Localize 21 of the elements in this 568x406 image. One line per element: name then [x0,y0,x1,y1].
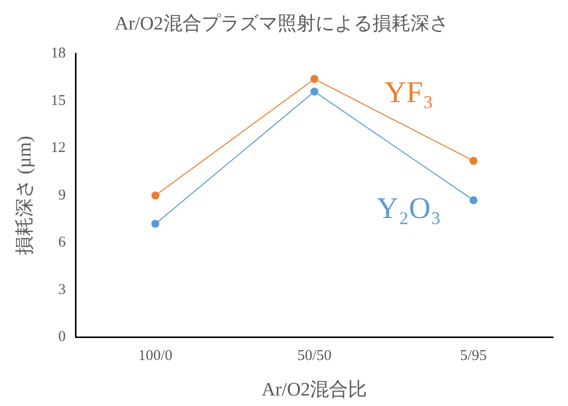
y-tick-label: 3 [58,282,66,298]
point [310,88,318,96]
y-axis-title: 損耗深さ (µm) [14,136,36,256]
point [469,196,478,204]
x-tick-label: 50/50 [297,348,332,364]
y-tick-label: 0 [58,329,66,346]
point [310,74,318,83]
y-tick-label: 18 [50,46,66,62]
x-axis-title: Ar/O2混合比 [262,380,368,401]
y-tick-label: 9 [58,187,66,204]
x-tick-label: 5/95 [460,348,487,364]
chart-title: Ar/O2混合プラズマ照射による損耗深さ [114,13,448,34]
point [151,220,160,228]
series-label: YF₃ [384,76,434,109]
y-tick-label: 6 [58,234,66,251]
point [469,156,478,165]
series-label: Y₂O₃ [376,192,442,226]
point [151,192,160,200]
y-tick-label: 12 [50,140,66,156]
x-tick-label: 100/0 [138,348,172,364]
y-tick-label: 15 [50,92,66,109]
